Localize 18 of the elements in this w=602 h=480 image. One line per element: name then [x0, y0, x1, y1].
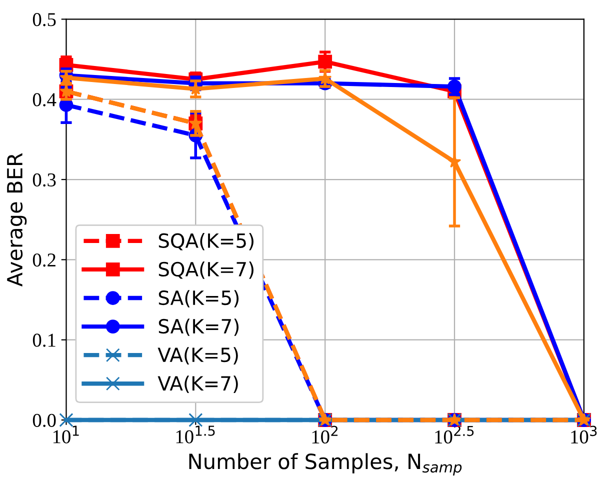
legend-label: SA(K=5): [158, 290, 239, 308]
x-tick-label: 10$^{1.5}$: [176, 426, 215, 444]
legend-label: VA(K=7): [158, 376, 238, 394]
y-tick-label: 0.5: [32, 13, 56, 26]
y-tick-label: 0.1: [32, 334, 56, 347]
y-axis-title: Average BER: [7, 153, 27, 286]
legend-label: SA(K=7): [158, 318, 239, 336]
x-axis-title: Number of Samples, N$_{samp}$: [189, 453, 462, 476]
y-tick-label: 0.3: [32, 173, 56, 187]
x-tick-label: 10$^{1}$: [53, 426, 79, 444]
x-tick-label: 10$^{3}$: [571, 426, 597, 444]
x-tick-label: 10$^{2}$: [312, 426, 338, 444]
y-tick-label: 0.2: [32, 253, 56, 267]
legend-label: SQA(K=7): [158, 262, 254, 279]
legend-label: SQA(K=5): [158, 232, 254, 250]
y-tick-label: 0.0: [32, 414, 56, 428]
y-tick-label: 0.4: [32, 93, 56, 106]
legend-label: VA(K=5): [158, 347, 238, 364]
